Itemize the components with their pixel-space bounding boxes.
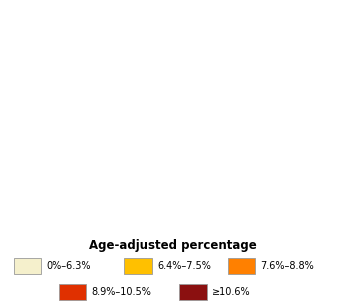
Text: 8.9%–10.5%: 8.9%–10.5% [91, 287, 151, 297]
Bar [59, 284, 86, 300]
Text: ≥10.6%: ≥10.6% [212, 287, 251, 297]
Text: 0%–6.3%: 0%–6.3% [47, 261, 91, 271]
Bar [179, 284, 207, 300]
Text: 6.4%–7.5%: 6.4%–7.5% [157, 261, 211, 271]
Text: Age-adjusted percentage: Age-adjusted percentage [89, 239, 256, 252]
Bar [14, 258, 41, 274]
Text: 7.6%–8.8%: 7.6%–8.8% [260, 261, 314, 271]
Bar [228, 258, 255, 274]
Bar [124, 258, 152, 274]
